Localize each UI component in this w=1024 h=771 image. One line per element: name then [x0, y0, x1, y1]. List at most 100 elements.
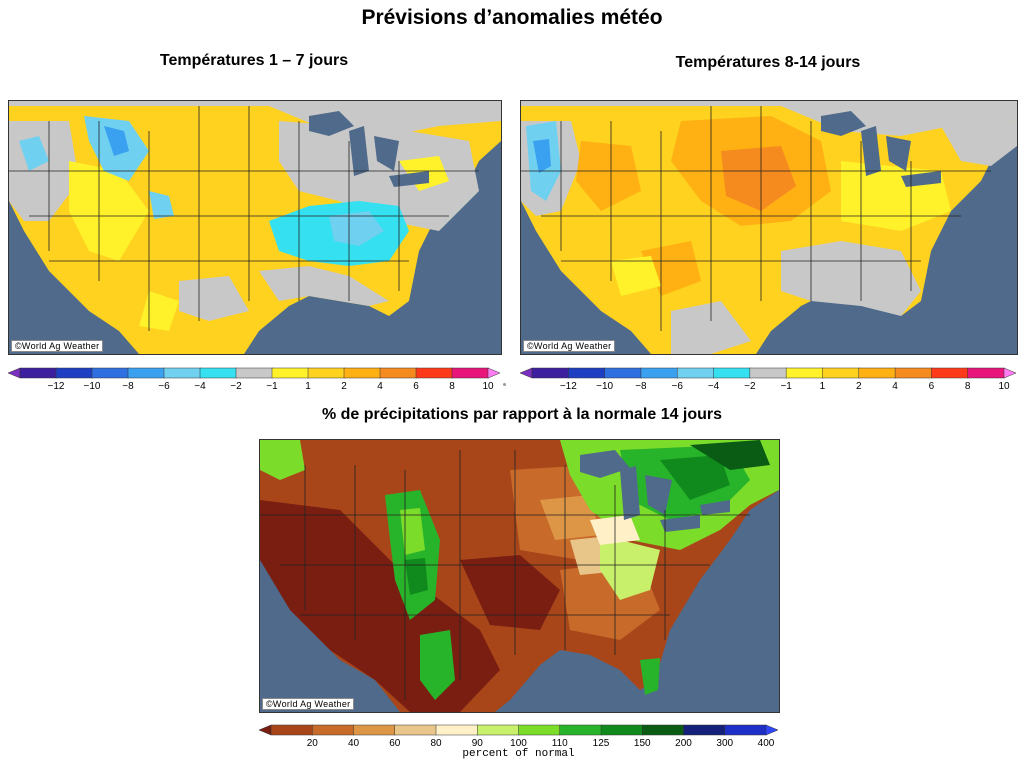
precip-14-title: % de précipitations par rapport à la nor…	[321, 406, 723, 423]
temp-8-14-title: Températures 8-14 jours	[675, 54, 861, 71]
precip-legend-swatch-4	[394, 724, 437, 736]
temp-1-7-legend-swatch-5	[163, 367, 201, 379]
temp-8-14-legend-swatch-11	[894, 367, 933, 379]
temp-8-14-legend-tick-label: 6	[929, 381, 935, 392]
temp-8-14-credit: ©World Ag Weather	[523, 340, 616, 352]
precip-legend-graphic: 2040608090100110125150200300400600	[259, 724, 778, 749]
temp-8-14-legend-tick-label: 8	[965, 381, 971, 392]
temp-8-14-legend-tick-label: −10	[596, 381, 613, 392]
temp-1-7-legend-swatch-13	[451, 367, 489, 379]
temp-1-7-legend-tick-label: 2	[341, 381, 347, 392]
precip-legend-tick-label: 150	[634, 738, 651, 749]
temp-1-7-legend-swatch-4	[127, 367, 165, 379]
temp-1-7-legend-tick-label: −10	[84, 381, 101, 392]
temp-8-14-legend-swatch-4	[640, 367, 678, 379]
precip-legend-tick-label: 60	[389, 738, 401, 749]
precip-legend-tick-label: 40	[348, 738, 360, 749]
temp-1-7-legend-swatch-7	[235, 367, 273, 379]
temp-1-7-map-graphic	[9, 101, 501, 354]
temp-1-7-legend-swatch-2	[55, 367, 93, 379]
precip-14-map-graphic	[260, 440, 779, 712]
precip-legend-swatch-7	[518, 724, 561, 736]
temp-1-7-legend-tick-label: −4	[194, 381, 206, 392]
separator-dot	[503, 383, 506, 386]
temp-8-14-legend-tick-label: 2	[856, 381, 862, 392]
temp-1-7-legend-tick-label: 1	[305, 381, 311, 392]
temp-8-14-legend-tick-label: 10	[998, 381, 1010, 392]
temp-1-7-legend-swatch-1	[19, 367, 57, 379]
precip-legend-swatch-10	[642, 724, 685, 736]
temp-8-14-legend-tick-label: −6	[672, 381, 684, 392]
temp-8-14-legend-swatch-14	[1003, 367, 1016, 379]
temp-1-7-legend-swatch-10	[343, 367, 381, 379]
precip-legend-swatch-2	[312, 724, 355, 736]
precip-legend-tick-label: 90	[472, 738, 484, 749]
temp-8-14-map-graphic	[521, 101, 1017, 354]
precip-legend: 2040608090100110125150200300400600	[259, 723, 778, 749]
temp-1-7-legend-tick-label: 4	[377, 381, 383, 392]
temp-1-7-legend-swatch-14	[487, 367, 500, 379]
temp-8-14-legend-tick-label: −8	[635, 381, 647, 392]
temp-8-14-legend-swatch-1	[531, 367, 570, 379]
precip-legend-swatch-8	[559, 724, 602, 736]
temp-1-7-legend: −12−10−8−6−4−2−1124681012	[8, 366, 500, 392]
temp-8-14-legend: −12−10−8−6−4−2−1124681012	[520, 366, 1016, 392]
precip-legend-tick-label: 400	[758, 738, 775, 749]
temp-1-7-legend-swatch-9	[307, 367, 345, 379]
temp-1-7-legend-tick-label: −8	[122, 381, 134, 392]
temp-8-14-legend-swatch-9	[822, 367, 860, 379]
precip-legend-swatch-11	[683, 724, 726, 736]
temp-1-7-legend-swatch-3	[91, 367, 129, 379]
temp-8-14-legend-swatch-8	[785, 367, 824, 379]
temp-1-7-legend-tick-label: 6	[413, 381, 419, 392]
temp-1-7-legend-swatch-12	[415, 367, 453, 379]
temp-1-7-legend-tick-label: −2	[230, 381, 242, 392]
precip-legend-tick-label: 200	[675, 738, 692, 749]
temp-1-7-title: Températures 1 – 7 jours	[159, 52, 349, 69]
precip-legend-swatch-13	[765, 724, 778, 736]
temp-8-14-legend-swatch-5	[676, 367, 715, 379]
temp-8-14-legend-tick-label: −12	[560, 381, 577, 392]
temp-1-7-credit: ©World Ag Weather	[11, 340, 104, 352]
temp-1-7-legend-tick-label: 10	[482, 381, 494, 392]
precip-legend-tick-label: 100	[510, 738, 527, 749]
precip-legend-swatch-9	[600, 724, 643, 736]
temp-1-7-legend-tick-label: 8	[449, 381, 455, 392]
temp-8-14-legend-tick-label: 4	[892, 381, 898, 392]
precip-legend-swatch-6	[477, 724, 520, 736]
temp-1-7-map: ©World Ag Weather	[8, 100, 502, 355]
temp-8-14-legend-swatch-0	[520, 367, 533, 379]
precip-legend-units: percent of normal	[462, 748, 575, 760]
precip-legend-swatch-5	[435, 724, 478, 736]
temp-8-14-map: ©World Ag Weather	[520, 100, 1018, 355]
temp-8-14-legend-tick-label: −2	[744, 381, 756, 392]
temp-8-14-legend-swatch-6	[713, 367, 751, 379]
temp-1-7-legend-tick-label: −1	[266, 381, 278, 392]
precip-14-map: ©World Ag Weather	[259, 439, 780, 713]
precip-legend-tick-label: 110	[552, 738, 568, 749]
temp-8-14-legend-graphic: −12−10−8−6−4−2−1124681012	[520, 367, 1016, 392]
precip-legend-swatch-0	[259, 724, 272, 736]
temp-8-14-legend-swatch-2	[568, 367, 606, 379]
temp-8-14-legend-swatch-13	[967, 367, 1005, 379]
temp-1-7-legend-tick-label: −12	[48, 381, 65, 392]
precip-legend-tick-label: 300	[716, 738, 733, 749]
temp-1-7-legend-swatch-8	[271, 367, 309, 379]
precip-legend-swatch-1	[270, 724, 313, 736]
temp-1-7-legend-graphic: −12−10−8−6−4−2−1124681012	[8, 367, 500, 392]
temp-8-14-legend-swatch-7	[749, 367, 787, 379]
temp-8-14-legend-swatch-10	[858, 367, 896, 379]
precip-14-credit: ©World Ag Weather	[262, 698, 355, 710]
temp-8-14-legend-tick-label: 1	[820, 381, 826, 392]
precip-legend-tick-label: 20	[307, 738, 319, 749]
temp-1-7-legend-swatch-0	[8, 367, 21, 379]
temp-1-7-legend-swatch-6	[199, 367, 237, 379]
precip-legend-tick-label: 80	[430, 738, 442, 749]
temp-8-14-legend-swatch-12	[931, 367, 969, 379]
temp-1-7-legend-tick-label: −6	[158, 381, 170, 392]
temp-8-14-legend-tick-label: −4	[708, 381, 720, 392]
precip-legend-swatch-3	[353, 724, 396, 736]
temp-1-7-legend-swatch-11	[379, 367, 417, 379]
page-title: Prévisions d’anomalies météo	[361, 6, 663, 29]
temp-8-14-legend-tick-label: −1	[780, 381, 792, 392]
